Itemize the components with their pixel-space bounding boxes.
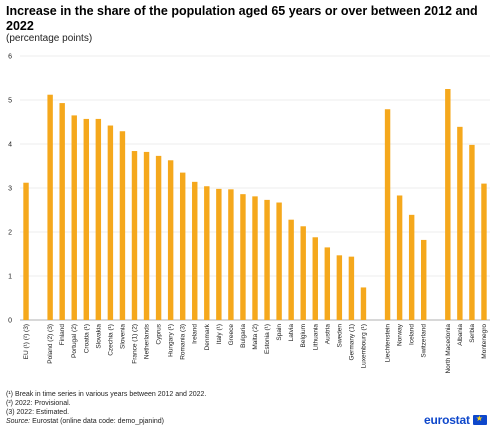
x-tick-label: Denmark [204, 323, 211, 350]
y-tick-label: 2 [8, 230, 12, 237]
eu-flag-icon [472, 414, 487, 425]
bars [23, 89, 487, 321]
footnote-break-in-series: (¹) Break in time series in various year… [6, 391, 207, 398]
bar [445, 89, 451, 320]
x-tick-label: Malta (2) [252, 324, 259, 350]
x-tick-label: Spain [276, 324, 283, 341]
x-tick-label: France (1) (2) [131, 324, 138, 364]
x-tick-label: Slovakia [95, 324, 102, 349]
eurostat-wordmark: eurostat [424, 413, 470, 427]
x-tick-label: Montenegro [481, 324, 488, 359]
bar [336, 255, 343, 320]
footnote-provisional: (²) 2022: Provisional. [6, 400, 71, 407]
y-tick-label: 1 [8, 274, 12, 281]
x-tick-label: Netherlands [144, 323, 151, 359]
x-tick-label: Switzerland [421, 324, 428, 358]
bar [396, 195, 403, 320]
x-tick-label: Slovenia [119, 324, 126, 349]
y-tick-label: 6 [8, 54, 12, 61]
bar [240, 194, 246, 320]
y-tick-label: 5 [8, 98, 12, 105]
x-tick-label: Estonia (¹) [264, 324, 271, 354]
bar [59, 103, 65, 320]
bar [348, 256, 355, 320]
footnotes: (¹) Break in time series in various year… [6, 390, 206, 426]
bar [324, 247, 331, 320]
bar-chart: 0 1 2 3 4 5 6 EU (¹) (²) (3) Poland (2) (3) Finl… [8, 54, 490, 374]
bar [360, 287, 367, 320]
source-line: Source: Eurostat (online data code: demo… [6, 417, 206, 426]
x-tick-label: Bulgaria [240, 324, 247, 348]
x-tick-label: Hungary (¹) [168, 324, 175, 357]
x-tick-label: Croatia (¹) [83, 324, 90, 353]
bar [204, 186, 210, 320]
y-tick-label: 0 [8, 318, 12, 325]
x-tick-label: Greece [228, 324, 235, 346]
bar [216, 188, 222, 320]
x-tick-label: Romania (3) [180, 324, 187, 360]
bar [47, 94, 53, 320]
bar [143, 151, 150, 320]
x-tick-label: Poland (2) (3) [47, 324, 54, 364]
eurostat-logo: eurostat [424, 413, 487, 427]
bar [83, 118, 89, 320]
bar [276, 202, 282, 320]
bar [384, 109, 391, 321]
chart-subtitle: (percentage points) [6, 33, 93, 44]
source-label: Source: [6, 418, 31, 425]
x-tick-label: Finland [59, 324, 66, 346]
bar [155, 155, 162, 320]
bar [228, 189, 234, 320]
x-tick-label: Sweden [336, 324, 343, 348]
x-tick-label: Luxembourg (¹) [360, 324, 367, 368]
x-axis-labels: EU (¹) (²) (3) Poland (2) (3) Finland Portu… [23, 323, 488, 373]
bar [408, 214, 415, 320]
bar [192, 181, 198, 320]
y-tick-label: 4 [8, 142, 12, 149]
footnote-estimated: (3) 2022: Estimated. [6, 409, 70, 416]
y-tick-label: 3 [8, 186, 12, 193]
x-tick-label: Lithuania [312, 324, 319, 351]
bar [288, 219, 294, 320]
x-tick-label: North Macedonia [445, 324, 452, 374]
chart-title: Increase in the share of the population … [6, 4, 478, 33]
bar [167, 160, 174, 320]
x-tick-label: Albania [457, 324, 464, 346]
bar [264, 199, 270, 320]
bar [179, 172, 186, 320]
x-tick-label: EU (¹) (²) (3) [23, 324, 30, 359]
bar [252, 196, 258, 320]
bar [421, 239, 427, 320]
x-tick-label: Belgium [300, 324, 307, 347]
bar [23, 182, 29, 320]
bar [457, 126, 463, 320]
bar [107, 125, 114, 321]
source-text: Eurostat (online data code: demo_pjanind… [30, 418, 164, 425]
x-tick-label: Latvia [288, 324, 295, 342]
x-tick-label: Cyprus [156, 323, 163, 344]
x-tick-label: Liechtenstein [385, 324, 392, 363]
bar [131, 151, 138, 320]
bar [95, 118, 102, 320]
x-tick-label: Czechia (¹) [107, 324, 114, 356]
bar [481, 183, 487, 320]
bar [300, 226, 306, 320]
x-tick-label: Portugal (2) [71, 324, 78, 358]
bar [469, 144, 475, 320]
y-axis-ticks: 0 1 2 3 4 5 6 [8, 54, 12, 325]
x-tick-label: Ireland [192, 324, 199, 344]
bar [119, 131, 126, 320]
x-tick-label: Austria [324, 324, 331, 345]
x-tick-label: Serbia [469, 324, 476, 343]
x-tick-label: Norway [397, 323, 404, 346]
bar [312, 237, 318, 320]
x-tick-label: Italy (¹) [216, 324, 223, 344]
bar [71, 115, 77, 321]
x-tick-label: Germany (1) [348, 324, 355, 360]
x-tick-label: Iceland [409, 324, 416, 345]
